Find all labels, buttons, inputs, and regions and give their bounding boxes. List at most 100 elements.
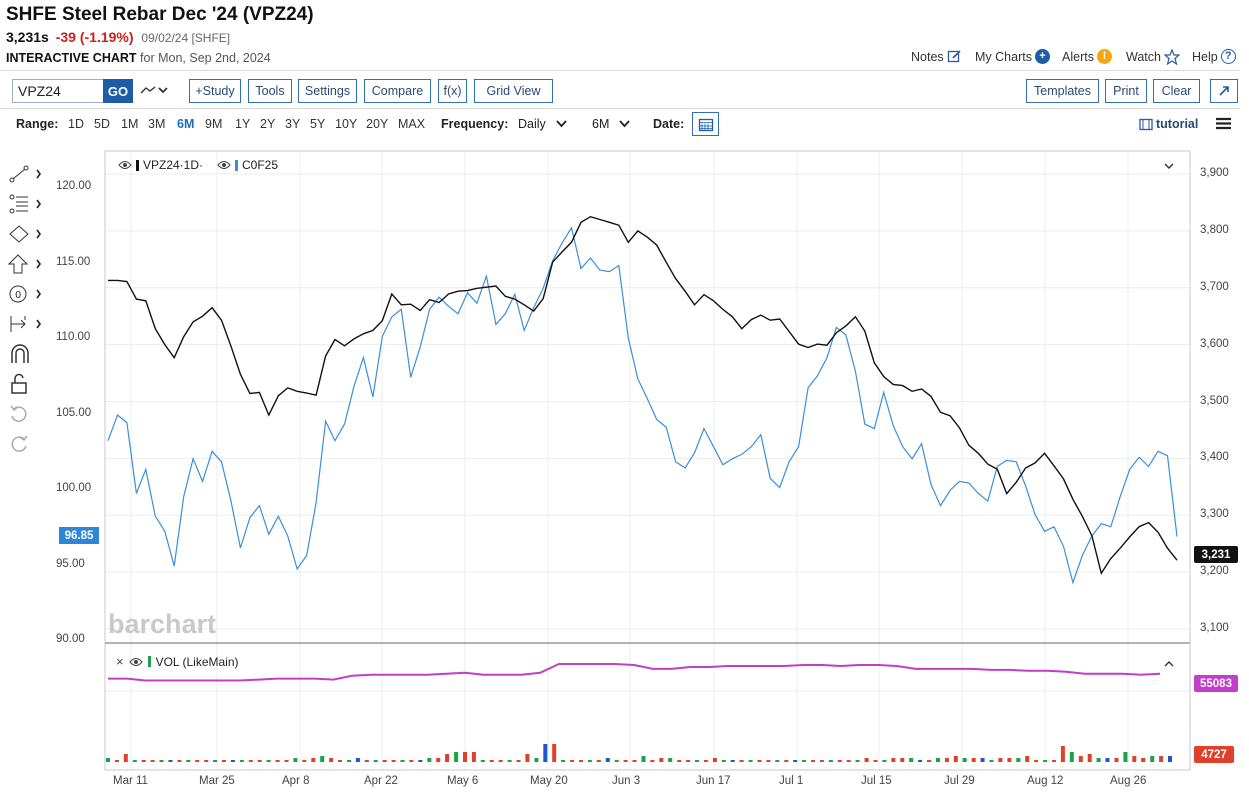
lock-tool[interactable] <box>8 372 48 396</box>
range-option-20y[interactable]: 20Y <box>366 117 389 131</box>
close-icon[interactable]: × <box>116 654 124 669</box>
fx-button[interactable]: f(x) <box>438 79 467 103</box>
volume-bar <box>391 760 396 762</box>
menu-button[interactable] <box>1216 117 1231 133</box>
range-option-1d[interactable]: 1D <box>68 117 84 131</box>
legend-volume[interactable]: × VOL (LikeMain) <box>116 654 239 669</box>
chart-type-dropdown[interactable] <box>140 82 170 101</box>
measure-tool[interactable] <box>8 312 48 336</box>
volume-bar <box>1052 760 1056 762</box>
volume-bar <box>730 760 735 762</box>
left-axis-tick: 105.00 <box>56 406 92 419</box>
add-study-button[interactable]: +Study <box>189 79 241 103</box>
frequency-select[interactable]: Daily <box>518 117 567 131</box>
range-option-2y[interactable]: 2Y <box>260 117 276 131</box>
c0f25-last-value-tag: 96.85 <box>59 527 99 544</box>
magnet-tool[interactable] <box>8 342 48 366</box>
interactive-chart-date: for Mon, Sep 2nd, 2024 <box>140 51 271 65</box>
my-charts-link[interactable]: My Charts + <box>975 49 1050 64</box>
popout-button[interactable] <box>1210 79 1238 103</box>
volume-bar <box>364 760 369 762</box>
range-option-5y[interactable]: 5Y <box>310 117 326 131</box>
range-option-9m[interactable]: 9M <box>205 117 223 131</box>
volume-bar <box>436 758 441 762</box>
volume-bar <box>891 758 896 762</box>
undo-tool[interactable] <box>8 402 48 426</box>
vpz24-series-line <box>108 215 1178 576</box>
go-button[interactable]: GO <box>103 79 133 103</box>
date-picker-button[interactable] <box>692 112 719 136</box>
range-option-6m[interactable]: 6M <box>177 117 195 131</box>
tools-button[interactable]: Tools <box>248 79 292 103</box>
alerts-link[interactable]: Alerts ! <box>1062 49 1112 64</box>
alert-icon: ! <box>1096 49 1112 64</box>
legend-series1[interactable]: VPZ24·1D· <box>118 158 203 172</box>
trendline-icon <box>9 165 41 183</box>
eye-icon <box>128 657 143 666</box>
chevron-down-icon <box>1164 163 1174 169</box>
notes-label: Notes <box>911 49 944 64</box>
annotation-tool[interactable]: 0 <box>8 282 48 306</box>
grid-view-button[interactable]: Grid View <box>474 79 553 103</box>
trendline-tool[interactable] <box>8 162 48 186</box>
range-option-1m[interactable]: 1M <box>121 117 139 131</box>
symbol-input[interactable] <box>12 79 104 103</box>
range-option-3m[interactable]: 3M <box>148 117 166 131</box>
volume-bar <box>516 760 521 762</box>
volume-bar <box>1150 756 1155 762</box>
chevron-up-icon <box>1164 661 1174 667</box>
right-axis-tick: 3,700 <box>1200 280 1229 293</box>
print-button[interactable]: Print <box>1105 79 1147 103</box>
watch-label: Watch <box>1126 50 1161 64</box>
range-option-3y[interactable]: 3Y <box>285 117 301 131</box>
hamburger-icon <box>1216 117 1231 130</box>
shape-tool[interactable] <box>8 222 48 246</box>
range-option-max[interactable]: MAX <box>398 117 426 131</box>
left-axis-tick: 95.00 <box>56 557 85 570</box>
volume-bar <box>123 754 128 762</box>
volume-bar <box>775 760 780 762</box>
tutorial-link[interactable]: tutorial <box>1139 117 1198 131</box>
volume-bar <box>507 760 512 762</box>
edit-icon <box>947 50 961 63</box>
help-link[interactable]: Help ? <box>1192 49 1236 64</box>
volume-bar <box>489 760 494 762</box>
volume-bar <box>1096 758 1101 762</box>
volume-bar <box>168 760 173 762</box>
volume-bar <box>1087 754 1092 762</box>
collapse-volume-button[interactable] <box>1164 656 1174 671</box>
fibonacci-tool[interactable] <box>8 192 48 216</box>
volume-bar <box>695 760 699 762</box>
chart-grid <box>105 151 1190 770</box>
x-axis-tick: Aug 26 <box>1110 775 1147 787</box>
volume-bar <box>828 760 833 762</box>
redo-tool[interactable] <box>8 432 48 456</box>
range-option-1y[interactable]: 1Y <box>235 117 251 131</box>
range-option-5d[interactable]: 5D <box>94 117 110 131</box>
volume-bar <box>748 760 753 762</box>
quote-date: 09/02/24 [SHFE] <box>141 31 231 45</box>
volume-bar <box>150 760 155 762</box>
settings-button[interactable]: Settings <box>298 79 357 103</box>
volume-bar <box>927 760 931 762</box>
volume-bar <box>802 760 807 762</box>
volume-bar <box>587 760 592 762</box>
volume-bar <box>409 760 414 762</box>
range-option-10y[interactable]: 10Y <box>335 117 358 131</box>
arrow-tool[interactable] <box>8 252 48 276</box>
barchart-watermark: barchart <box>108 609 216 639</box>
clear-button[interactable]: Clear <box>1153 79 1200 103</box>
volume-bar <box>1159 756 1164 762</box>
legend-series2[interactable]: C0F25 <box>217 158 278 172</box>
compare-button[interactable]: Compare <box>364 79 431 103</box>
watch-link[interactable]: Watch <box>1126 49 1180 65</box>
notes-link[interactable]: Notes <box>911 49 962 64</box>
divider <box>0 108 1240 109</box>
x-axis-tick: Jul 15 <box>861 775 892 787</box>
collapse-pane-button[interactable] <box>1164 158 1174 173</box>
period-select[interactable]: 6M <box>592 117 631 131</box>
volume-bar <box>230 760 235 762</box>
right-axis-tick: 3,800 <box>1200 223 1229 236</box>
templates-button[interactable]: Templates <box>1026 79 1099 103</box>
